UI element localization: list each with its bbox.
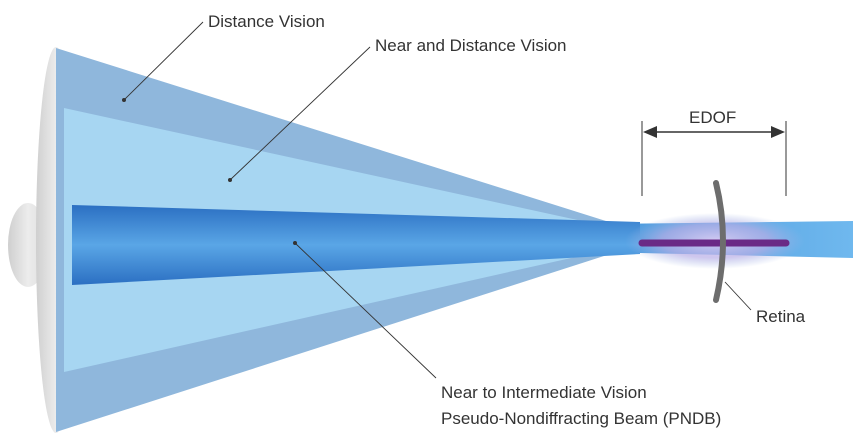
- near-intermediate-leader: [294, 242, 437, 379]
- near-intermediate-label-line1: Near to Intermediate Vision: [441, 383, 647, 402]
- near-distance-dot: [228, 178, 232, 182]
- edof-arrow-right: [771, 126, 785, 138]
- distance-vision-dot: [122, 98, 126, 102]
- near-intermediate-label-line2: Pseudo-Nondiffracting Beam (PNDB): [441, 409, 721, 428]
- near-intermediate-dot: [293, 241, 297, 245]
- retina-arc: [713, 180, 726, 303]
- near-distance-leader: [229, 46, 371, 181]
- distance-vision-leader: [123, 21, 204, 101]
- retina-leader: [724, 281, 752, 311]
- beam-core: [72, 205, 640, 285]
- retina-label: Retina: [756, 307, 806, 326]
- edof-label: EDOF: [689, 108, 736, 127]
- near-distance-label: Near and Distance Vision: [375, 36, 567, 55]
- edof-arrow-left: [643, 126, 657, 138]
- distance-vision-label: Distance Vision: [208, 12, 325, 31]
